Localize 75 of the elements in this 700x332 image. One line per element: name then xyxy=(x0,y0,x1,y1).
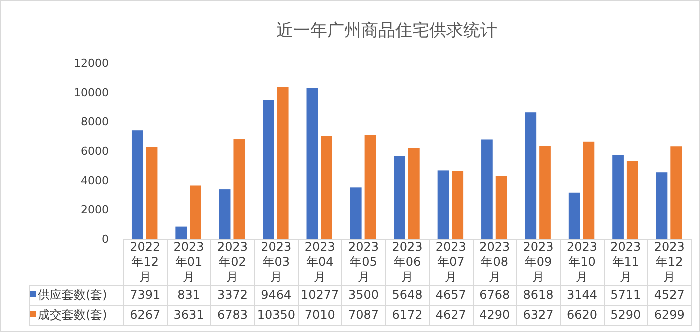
data-label: 4657 xyxy=(429,286,473,306)
bar xyxy=(132,130,144,239)
data-label: 4527 xyxy=(648,286,692,306)
data-label: 10350 xyxy=(254,306,298,326)
data-label: 4290 xyxy=(473,306,517,326)
data-label: 10277 xyxy=(298,286,342,306)
data-label: 6267 xyxy=(124,306,168,326)
bar xyxy=(452,171,464,239)
bar xyxy=(540,146,551,239)
bar xyxy=(350,188,362,239)
data-label: 3500 xyxy=(342,286,386,306)
bar xyxy=(234,140,246,239)
x-tick-label: 2023年07月 xyxy=(432,240,470,285)
data-label: 3144 xyxy=(560,286,604,306)
x-tick-label: 2023年01月 xyxy=(170,240,208,285)
bar xyxy=(277,87,289,239)
x-tick-label: 2023年11月 xyxy=(606,240,646,285)
data-label: 5711 xyxy=(604,286,648,306)
bar xyxy=(525,112,537,239)
data-label: 8618 xyxy=(516,286,560,306)
y-tick-label: 12000 xyxy=(74,57,109,70)
bar xyxy=(438,170,450,239)
data-label: 5648 xyxy=(386,286,430,306)
bar xyxy=(482,140,493,239)
data-label: 6768 xyxy=(473,286,517,306)
bar xyxy=(568,192,580,239)
x-tick-label: 2023年02月 xyxy=(213,240,252,285)
data-label: 6783 xyxy=(210,306,255,326)
x-tick-label: 2023年12月 xyxy=(650,240,689,285)
data-label: 3631 xyxy=(167,306,211,326)
data-label: 831 xyxy=(167,286,211,306)
bar xyxy=(656,172,668,239)
data-label: 7087 xyxy=(342,306,386,326)
bar xyxy=(321,136,332,239)
data-label: 7391 xyxy=(124,286,168,306)
data-label: 7010 xyxy=(298,306,342,326)
bar xyxy=(263,100,274,239)
legend-label: 成交套数(套) xyxy=(30,306,124,326)
bar xyxy=(670,146,682,239)
y-tick-label: 4000 xyxy=(81,174,109,188)
x-tick-label: 2023年06月 xyxy=(388,240,427,285)
data-label: 6299 xyxy=(648,306,692,326)
bar xyxy=(496,176,508,239)
bar xyxy=(364,135,376,239)
bar xyxy=(219,190,231,239)
data-label: 3372 xyxy=(210,286,255,306)
bar xyxy=(394,156,406,239)
bar xyxy=(408,148,420,239)
bar xyxy=(583,142,595,239)
data-label: 6620 xyxy=(560,306,604,326)
x-tick-label: 2023年05月 xyxy=(344,240,384,285)
data-label: 9464 xyxy=(254,286,298,306)
data-label: 6327 xyxy=(516,306,560,326)
chart-title: 近一年广州商品住宅供求统计 xyxy=(276,21,498,40)
y-tick-label: 2000 xyxy=(81,204,109,217)
data-label: 5290 xyxy=(604,306,648,326)
y-tick-label: 6000 xyxy=(81,145,109,158)
x-tick-label: 2023年09月 xyxy=(519,240,558,285)
y-tick-label: 8000 xyxy=(81,116,109,129)
bar xyxy=(306,88,318,239)
x-tick-label: 2023年03月 xyxy=(257,240,296,285)
bar xyxy=(190,186,202,239)
legend-label: 供应套数(套) xyxy=(30,286,124,306)
x-tick-label: 2023年08月 xyxy=(476,240,514,285)
data-label: 4627 xyxy=(429,306,473,326)
data-label: 6172 xyxy=(386,306,430,326)
x-tick-label: 2022年12月 xyxy=(126,240,165,285)
y-tick-label: 0 xyxy=(102,233,109,246)
x-tick-label: 2023年04月 xyxy=(300,240,340,285)
bar xyxy=(146,147,158,239)
bar xyxy=(612,155,624,239)
bar xyxy=(176,226,188,239)
bar xyxy=(626,161,638,239)
y-tick-label: 10000 xyxy=(74,86,109,100)
x-tick-label: 2023年10月 xyxy=(562,240,602,285)
